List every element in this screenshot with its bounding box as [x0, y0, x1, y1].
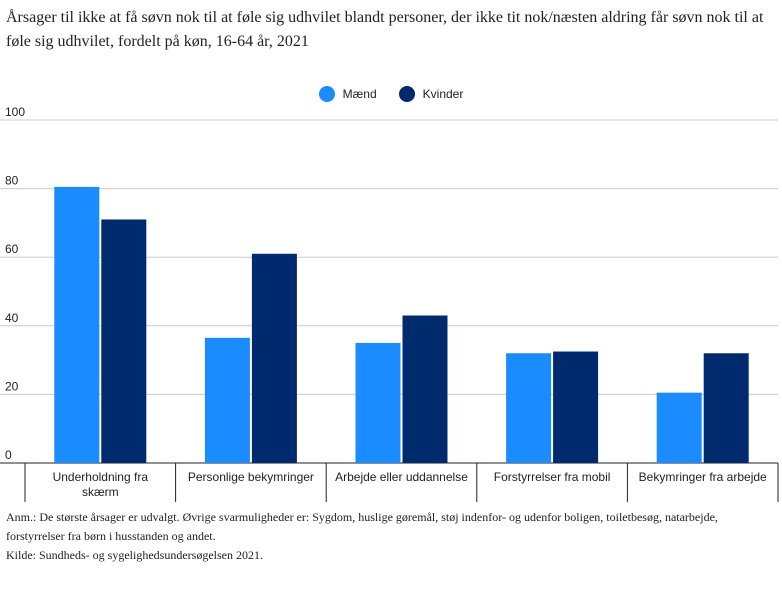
- bar-kvinder: [703, 353, 749, 463]
- bar-kvinder: [101, 219, 147, 463]
- bar-maend: [656, 392, 702, 463]
- x-tick-label: Forstyrrelser fra mobil: [494, 470, 611, 484]
- legend-item-kvinder[interactable]: Kvinder: [398, 86, 464, 102]
- y-tick-label: 80: [5, 174, 19, 188]
- x-tick-label: Personlige bekymringer: [188, 470, 314, 484]
- chart-title: Årsager til ikke at få søvn nok til at f…: [6, 9, 764, 50]
- x-tick-label: Underholdning fra: [53, 470, 149, 484]
- bar-maend: [54, 186, 100, 463]
- y-tick-label: 0: [5, 448, 12, 462]
- annotation-text: Anm.: De største årsager er udvalgt. Øvr…: [6, 510, 718, 543]
- bar-kvinder: [251, 253, 297, 463]
- bar-kvinder: [402, 315, 448, 463]
- legend-swatch-maend: [318, 86, 335, 102]
- legend-label-kvinder: Kvinder: [422, 87, 464, 101]
- legend-swatch-kvinder: [398, 86, 415, 102]
- legend-label-maend: Mænd: [342, 87, 377, 101]
- bar-kvinder: [553, 351, 599, 463]
- chart-note: Anm.: De største årsager er udvalgt. Øvr…: [6, 508, 778, 565]
- y-tick-label: 100: [5, 105, 25, 119]
- x-tick-label: skærm: [82, 485, 119, 499]
- bar-maend: [506, 353, 552, 463]
- y-tick-label: 60: [5, 242, 19, 256]
- x-tick-label: Arbejde eller uddannelse: [335, 470, 468, 484]
- y-tick-label: 20: [5, 379, 19, 393]
- bar-maend: [355, 342, 401, 463]
- x-tick-label: Bekymringer fra arbejde: [639, 470, 767, 484]
- y-tick-label: 40: [5, 311, 19, 325]
- legend: Mænd Kvinder: [0, 84, 782, 104]
- source-text: Kilde: Sundheds- og sygelighedsundersøge…: [6, 548, 263, 562]
- legend-item-maend[interactable]: Mænd: [318, 86, 377, 102]
- bar-maend: [204, 337, 250, 463]
